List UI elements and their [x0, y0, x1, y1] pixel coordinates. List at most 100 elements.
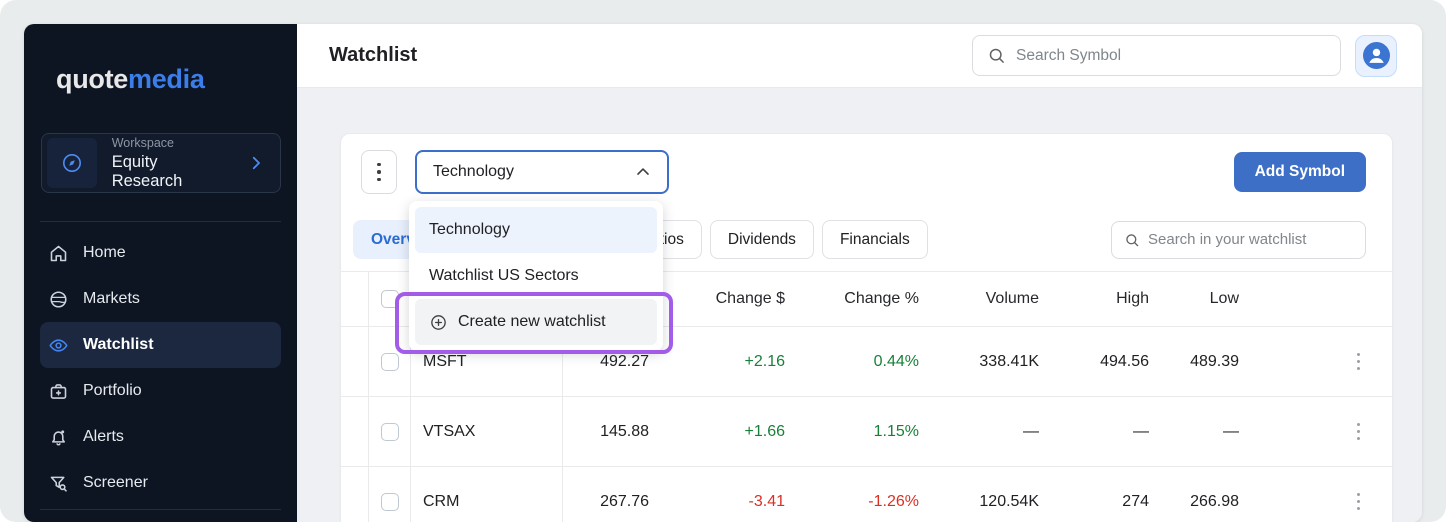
volume-cell: 338.41K: [979, 352, 1039, 370]
row-checkbox-cell: [369, 397, 411, 466]
change-dollar-header: Change $: [715, 290, 785, 307]
page-title: Watchlist: [329, 44, 418, 66]
plus-circle-icon: [429, 313, 448, 332]
quotemedia-logo: quotemedia: [24, 24, 297, 95]
row-menu-kebab-icon[interactable]: [1351, 347, 1367, 377]
workspace-name: Equity Research: [111, 152, 183, 190]
row-actions-cell: [1247, 467, 1392, 522]
change-dollar-cell: +2.16: [744, 352, 785, 370]
volume-cell: 120.54K: [979, 492, 1039, 510]
create-new-watchlist-label: Create new watchlist: [458, 313, 606, 330]
workspace-label: Workspace: [111, 135, 174, 150]
globe-icon: [48, 289, 69, 310]
select-all-cell: [369, 272, 411, 326]
sidebar-item-label: Watchlist: [83, 336, 154, 353]
search-icon: [1124, 232, 1140, 248]
search-icon: [987, 46, 1006, 65]
tab-financials[interactable]: Financials: [821, 220, 928, 259]
bell-icon: [48, 427, 69, 448]
row-menu-kebab-icon[interactable]: [1351, 417, 1367, 447]
eye-icon: [48, 335, 69, 356]
screener-icon: [48, 473, 69, 494]
price-cell: 492.27: [600, 352, 649, 370]
change-percent-header: Change %: [844, 290, 919, 307]
top-bar: Watchlist: [297, 24, 1422, 88]
low-cell: 266.98: [1190, 492, 1239, 510]
chevron-up-icon: [633, 162, 653, 182]
workspace-text: Workspace Equity Research: [112, 136, 232, 191]
sidebar-item-label: Markets: [83, 290, 140, 307]
portfolio-icon: [48, 381, 69, 402]
watchlist-options-kebab-icon[interactable]: [361, 150, 397, 194]
high-header: High: [1116, 290, 1149, 307]
sidebar-divider-top: [40, 221, 281, 222]
add-symbol-button[interactable]: Add Symbol: [1233, 152, 1366, 192]
sidebar-item-label: Home: [83, 244, 126, 261]
tab-dividends[interactable]: Dividends: [709, 220, 814, 259]
sidebar-item-watchlist[interactable]: Watchlist: [40, 322, 281, 368]
sidebar-item-label: Screener: [83, 474, 148, 491]
change-percent-cell: -1.26%: [868, 492, 919, 510]
symbol-search-input[interactable]: [1016, 46, 1340, 65]
watchlist-toolbar: Technology Add Symbol: [341, 134, 1392, 194]
volume-header: Volume: [985, 290, 1039, 307]
watchlist-select[interactable]: Technology: [415, 150, 669, 194]
sidebar-item-label: Alerts: [83, 428, 124, 445]
sidebar-item-alerts[interactable]: Alerts: [40, 414, 281, 460]
gutter-cell: [341, 327, 369, 396]
watchlist-dropdown-menu: Technology Watchlist US Sectors Create n…: [409, 201, 663, 351]
symbol-search-box: [972, 35, 1341, 76]
symbol-cell: CRM: [411, 467, 563, 522]
actions-header-cell: [1247, 272, 1392, 326]
gutter-cell: [341, 397, 369, 466]
table-row-crm: CRM 267.76 -3.41 -1.26% 120.54K 274 266.…: [341, 467, 1392, 522]
chevron-right-icon: [247, 154, 265, 172]
row-checkbox-cell: [369, 467, 411, 522]
dropdown-option-create-new-watchlist[interactable]: Create new watchlist: [415, 299, 657, 345]
low-header: Low: [1209, 290, 1239, 307]
low-cell: 489.39: [1190, 352, 1239, 370]
row-menu-kebab-icon[interactable]: [1351, 487, 1367, 517]
main-area: Watchlist Techn: [297, 24, 1422, 522]
home-icon: [48, 243, 69, 264]
row-actions-cell: [1247, 327, 1392, 396]
table-row-msft: MSFT 492.27 +2.16 0.44% 338.41K 494.56 4…: [341, 327, 1392, 397]
sidebar-item-portfolio[interactable]: Portfolio: [40, 368, 281, 414]
gutter-cell: [341, 272, 369, 326]
change-percent-cell: 0.44%: [873, 352, 919, 370]
logo-text-quote: quote: [56, 64, 128, 94]
row-actions-cell: [1247, 397, 1392, 466]
select-all-checkbox[interactable]: [380, 290, 399, 308]
app-window: quotemedia Workspace Equity Research: [24, 24, 1422, 522]
compass-icon: [47, 138, 97, 188]
change-dollar-cell: +1.66: [744, 422, 785, 440]
high-cell: —: [1133, 422, 1149, 440]
volume-cell: —: [1023, 422, 1039, 440]
gutter-cell: [341, 467, 369, 522]
sidebar-item-markets[interactable]: Markets: [40, 276, 281, 322]
watchlist-card: Technology Add Symbol Overview Ratios Di…: [340, 133, 1393, 522]
low-cell: —: [1223, 422, 1239, 440]
symbol-cell: VTSAX: [411, 397, 563, 466]
watchlist-search-box: [1111, 220, 1366, 259]
dropdown-option-watchlist-us-sectors[interactable]: Watchlist US Sectors: [429, 267, 579, 284]
workspace-switcher[interactable]: Workspace Equity Research: [41, 133, 281, 193]
row-checkbox-cell: [369, 327, 411, 396]
sidebar: quotemedia Workspace Equity Research: [24, 24, 297, 522]
sidebar-item-home[interactable]: Home: [40, 230, 281, 276]
watchlist-select-value: Technology: [433, 163, 514, 180]
row-checkbox[interactable]: [380, 492, 399, 511]
sidebar-nav: Home Markets Watchlist: [24, 230, 297, 506]
dropdown-option-technology[interactable]: Technology: [415, 207, 657, 253]
logo-text-media: media: [128, 64, 205, 94]
price-cell: 145.88: [600, 422, 649, 440]
row-checkbox[interactable]: [380, 352, 399, 371]
account-button[interactable]: [1355, 34, 1397, 77]
high-cell: 494.56: [1100, 352, 1149, 370]
price-cell: 267.76: [600, 492, 649, 510]
watchlist-search-input[interactable]: [1148, 231, 1365, 248]
row-checkbox[interactable]: [380, 422, 399, 441]
sidebar-item-label: Portfolio: [83, 382, 142, 399]
sidebar-item-screener[interactable]: Screener: [40, 460, 281, 506]
